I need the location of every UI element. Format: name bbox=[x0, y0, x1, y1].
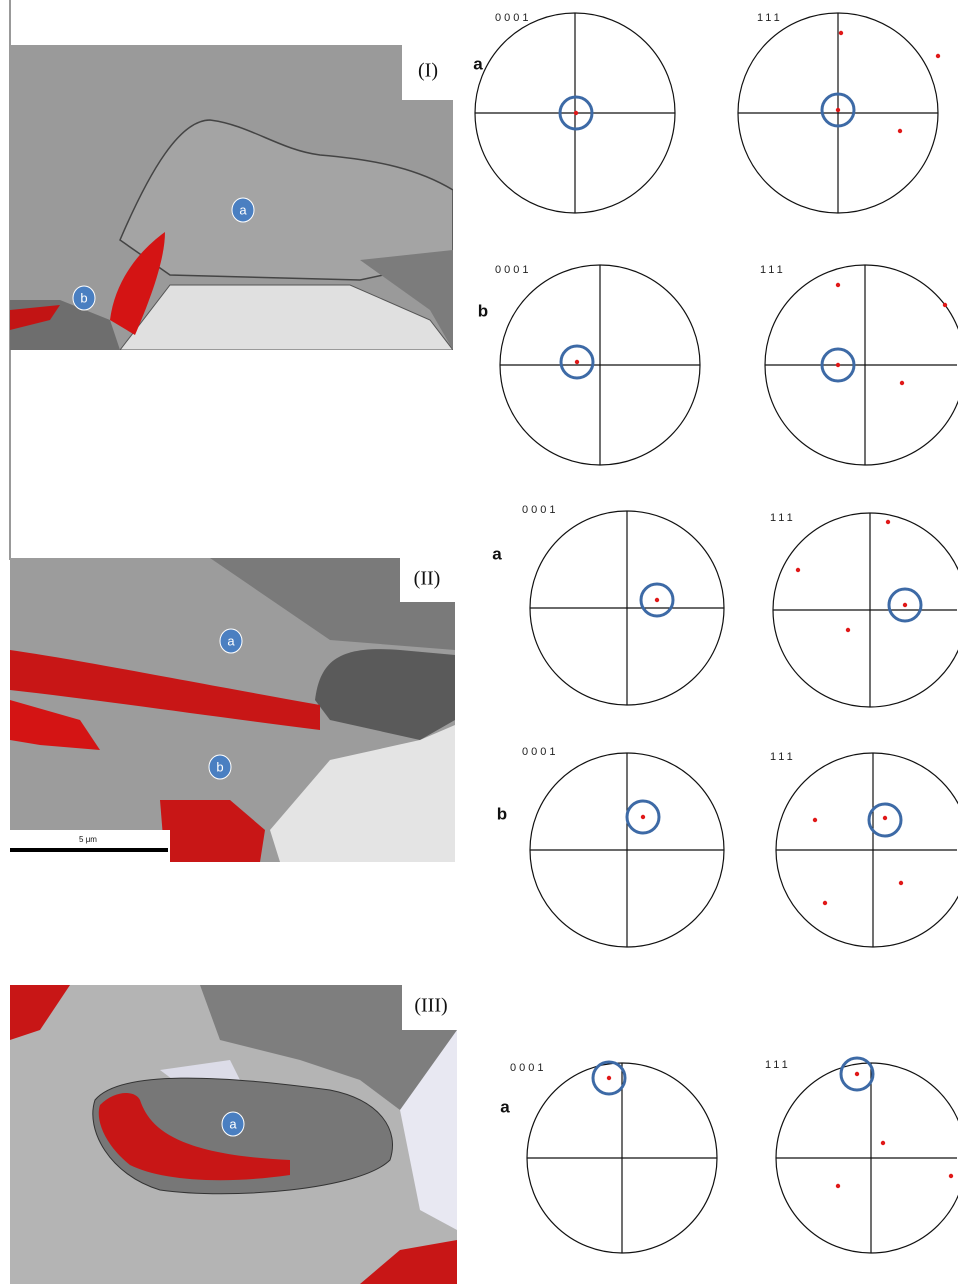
grain-label: a bbox=[229, 1116, 237, 1131]
pole-dot bbox=[943, 303, 947, 307]
pole-dot bbox=[836, 108, 840, 112]
panel-label: (I) bbox=[418, 60, 438, 82]
micrograph bbox=[10, 558, 455, 862]
pole-dot bbox=[575, 360, 579, 364]
grain-label: b bbox=[216, 759, 223, 774]
pole-dot bbox=[883, 816, 887, 820]
plot-title: 0001 bbox=[495, 264, 531, 276]
pole-dot bbox=[823, 901, 827, 905]
pole-dot bbox=[898, 129, 902, 133]
pole-dot bbox=[936, 54, 940, 58]
plot-title: 0001 bbox=[510, 1062, 546, 1074]
plot-title: 0001 bbox=[522, 504, 558, 516]
grain-label: a bbox=[239, 202, 247, 217]
plot-title: 111 bbox=[765, 1059, 791, 1071]
pole-dot bbox=[899, 881, 903, 885]
figure: (I) a b a 0001 111 b 0001 111 (II) 5 μm a b a 0001 111 b… bbox=[0, 0, 958, 1284]
pole-dot bbox=[900, 381, 904, 385]
scale-bar bbox=[10, 848, 168, 852]
plot-title: 0001 bbox=[522, 746, 558, 758]
scale-label: 5 μm bbox=[79, 835, 97, 844]
pole-dot bbox=[886, 520, 890, 524]
panel-label: (II) bbox=[414, 568, 441, 590]
pole-dot bbox=[796, 568, 800, 572]
pole-dot bbox=[836, 1184, 840, 1188]
panel-label: (III) bbox=[414, 995, 447, 1017]
grain-label: b bbox=[80, 290, 87, 305]
row-label: a bbox=[473, 54, 483, 73]
pole-dot bbox=[574, 111, 578, 115]
pole-dot bbox=[903, 603, 907, 607]
row-label: b bbox=[497, 804, 507, 823]
pole-dot bbox=[813, 818, 817, 822]
plot-title: 111 bbox=[757, 12, 783, 24]
pole-dot bbox=[836, 363, 840, 367]
plot-title: 111 bbox=[770, 751, 796, 763]
pole-dot bbox=[855, 1072, 859, 1076]
plot-title: 0001 bbox=[495, 12, 531, 24]
pole-dot bbox=[655, 598, 659, 602]
grain-label: a bbox=[227, 633, 235, 648]
pole-dot bbox=[641, 815, 645, 819]
pole-dot bbox=[607, 1076, 611, 1080]
row-label: b bbox=[478, 301, 488, 320]
plot-title: 111 bbox=[760, 264, 786, 276]
pole-dot bbox=[839, 31, 843, 35]
row-label: a bbox=[500, 1097, 510, 1116]
pole-dot bbox=[949, 1174, 953, 1178]
pole-dot bbox=[881, 1141, 885, 1145]
pole-dot bbox=[836, 283, 840, 287]
row-label: a bbox=[492, 544, 502, 563]
pole-dot bbox=[846, 628, 850, 632]
plot-title: 111 bbox=[770, 512, 796, 524]
